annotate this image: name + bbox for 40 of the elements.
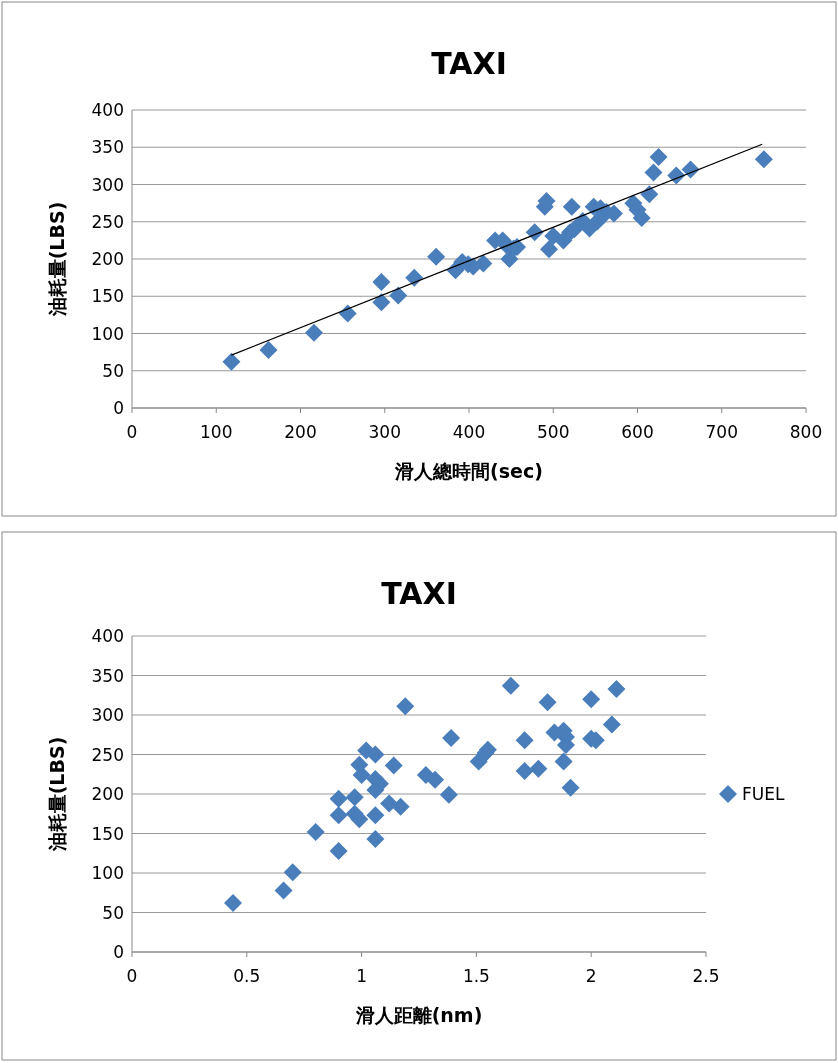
- y-tick-label: 400: [91, 100, 124, 120]
- x-tick-label: 500: [537, 422, 570, 442]
- x-tick-label: 100: [200, 422, 233, 442]
- x-tick-label: 2: [585, 966, 597, 986]
- x-tick-label: 700: [705, 422, 738, 442]
- x-tick-label: 200: [284, 422, 317, 442]
- y-tick-label: 250: [91, 744, 124, 765]
- y-tick-label: 350: [91, 137, 124, 158]
- y-tick-label: 50: [102, 360, 124, 381]
- y-tick-label: 300: [91, 705, 124, 725]
- legend-label: FUEL: [742, 784, 785, 804]
- y-tick-label: 0: [113, 398, 124, 418]
- x-tick-label: 1: [356, 966, 368, 986]
- x-axis-title: 滑人距離(nm): [354, 1004, 483, 1026]
- x-tick-label: 0.5: [233, 966, 261, 986]
- y-tick-label: 350: [91, 665, 124, 686]
- x-tick-label: 1.5: [462, 966, 490, 986]
- y-tick-label: 250: [91, 211, 124, 232]
- y-tick-label: 150: [91, 823, 124, 844]
- chart-title: TAXI: [381, 576, 457, 611]
- y-tick-label: 0: [113, 942, 124, 962]
- x-tick-label: 400: [452, 422, 486, 442]
- x-tick-label: 600: [621, 422, 654, 442]
- x-tick-label: 0: [126, 422, 138, 442]
- y-tick-label: 400: [91, 626, 124, 646]
- chart-title: TAXI: [431, 46, 507, 81]
- x-tick-label: 800: [789, 422, 823, 442]
- y-tick-label: 150: [91, 286, 124, 307]
- y-tick-label: 50: [102, 902, 124, 923]
- y-axis-title: 油耗量(LBS): [46, 201, 68, 318]
- x-tick-label: 0: [126, 966, 138, 986]
- y-tick-label: 100: [91, 323, 124, 344]
- x-tick-label: 300: [368, 422, 401, 442]
- y-tick-label: 200: [91, 784, 124, 804]
- y-tick-label: 200: [91, 249, 124, 269]
- y-axis-title: 油耗量(LBS): [46, 736, 68, 853]
- y-tick-label: 100: [91, 863, 124, 883]
- y-tick-label: 300: [91, 174, 124, 195]
- x-tick-label: 2.5: [692, 966, 720, 986]
- x-axis-title: 滑人總時間(sec): [394, 460, 543, 482]
